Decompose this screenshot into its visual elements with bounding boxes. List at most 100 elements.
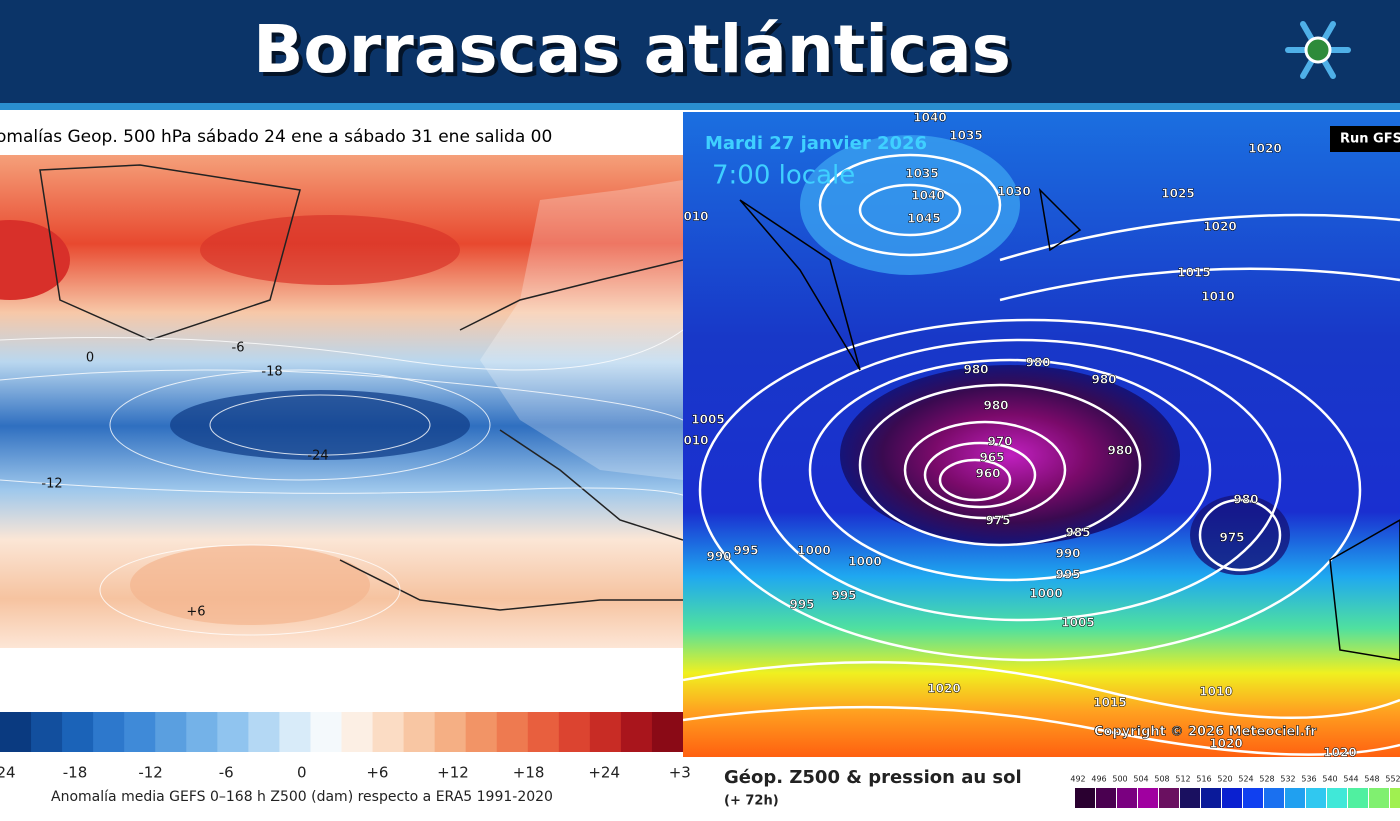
isobar-label: 1025 — [1161, 187, 1194, 201]
copyright: Copyright © 2026 Meteociel.fr — [1094, 725, 1317, 740]
pressure-map: 1040103510351040104510301020102510201015… — [683, 111, 1400, 757]
colorbar-tick: +6 — [366, 764, 388, 782]
colorbar-cell — [279, 712, 311, 752]
scale-cell — [1222, 788, 1242, 808]
isobar-label: 1000 — [848, 555, 881, 569]
colorbar-cell — [465, 712, 498, 752]
isobar-label: 1020 — [1248, 142, 1281, 156]
colorbar-cell — [527, 712, 560, 752]
isobar-label: 1000 — [1029, 587, 1062, 601]
isobar-label: 1020 — [927, 682, 960, 696]
colorbar-cell — [93, 712, 125, 752]
isobar-label: 1005 — [691, 413, 724, 427]
scale-label: 512 — [1175, 775, 1190, 784]
isobar-label: 990 — [706, 550, 731, 564]
scale-label: 528 — [1259, 775, 1274, 784]
title: Borrascas atlánticas — [253, 11, 1011, 88]
colorbar-cell — [155, 712, 187, 752]
contour-label: -18 — [261, 365, 282, 380]
isobar-label: 1020 — [1203, 220, 1236, 234]
isobar-label: 995 — [1055, 568, 1080, 582]
isobar-label: 1010 — [1199, 685, 1232, 699]
scale-cell — [1264, 788, 1284, 808]
scale-cell — [1348, 788, 1368, 808]
scale-cell — [1243, 788, 1263, 808]
colorbar-cell — [496, 712, 529, 752]
isobar-label: 970 — [987, 435, 1012, 449]
banner-stripe — [0, 103, 1400, 110]
contour-label: 0 — [86, 351, 94, 366]
map-date: Mardi 27 janvier 2026 — [705, 133, 927, 154]
colorbar-cell — [620, 712, 653, 752]
isobar-label: 1035 — [905, 167, 938, 181]
isobar-label: 1045 — [907, 212, 940, 226]
scale-label: 524 — [1238, 775, 1253, 784]
isobar-label: 975 — [1219, 531, 1244, 545]
isobar-label: 1015 — [1177, 266, 1210, 280]
colorbar-tick: -18 — [63, 764, 88, 782]
isobar-label: 980 — [983, 399, 1008, 413]
run-label: Run GFS — [1340, 132, 1400, 147]
scale-cell — [1327, 788, 1347, 808]
colorbar-tick: -6 — [219, 764, 234, 782]
colorbar-tick: +24 — [588, 764, 620, 782]
scale-cell — [1306, 788, 1326, 808]
isobar-label: 1010 — [1201, 290, 1234, 304]
scale-cell — [1096, 788, 1116, 808]
isobar-label: 980 — [1025, 356, 1050, 370]
colorbar-cell — [372, 712, 405, 752]
isobar-label: 995 — [789, 598, 814, 612]
scale-label: 540 — [1322, 775, 1337, 784]
contour-label: -6 — [232, 341, 245, 356]
scale-cell — [1369, 788, 1389, 808]
scale: 492 496 500 504 508 512 516 520 524 528 532 536 540 5… — [1070, 775, 1400, 808]
isobar-label: 1040 — [911, 189, 944, 203]
anomaly-map — [0, 155, 683, 648]
colorbar-tick: +3 — [669, 764, 691, 782]
colorbar-cell — [186, 712, 218, 752]
colorbar-cell — [31, 712, 63, 752]
colorbar-cell — [217, 712, 249, 752]
scale-label: 504 — [1133, 775, 1148, 784]
isobar-label: 1040 — [913, 111, 946, 125]
colorbar-cell — [248, 712, 280, 752]
map-time: 7:00 locale — [712, 161, 855, 191]
scale-label: 536 — [1301, 775, 1316, 784]
isobar-label: 980 — [1107, 444, 1132, 458]
isobar-label: 1035 — [949, 129, 982, 143]
contour-label: +6 — [186, 605, 205, 620]
isobar-label: 980 — [1091, 373, 1116, 387]
scale-cell — [1201, 788, 1221, 808]
right-caption: Géop. Z500 & pression au sol — [724, 767, 1022, 788]
scale-label: 544 — [1343, 775, 1358, 784]
scale-cell — [1138, 788, 1158, 808]
scale-label: 520 — [1217, 775, 1232, 784]
colorbar-tick: +12 — [437, 764, 469, 782]
title-shadow: Borrascas atlánticas — [257, 15, 1015, 92]
colorbar-tick: -12 — [138, 764, 163, 782]
colorbar-cell — [124, 712, 156, 752]
scale-label: 548 — [1364, 775, 1379, 784]
scale-cell — [1075, 788, 1095, 808]
scale-cell — [1180, 788, 1200, 808]
colorbar: 24 -18 -12 -6 0 +6 +12 +18 +24 +3 — [0, 712, 691, 782]
isobar-label: 975 — [985, 514, 1010, 528]
colorbar-cell — [589, 712, 622, 752]
isobar-label: 980 — [963, 363, 988, 377]
isobar-label: 965 — [979, 451, 1004, 465]
isobar-label: 960 — [975, 467, 1000, 481]
scale-label: 532 — [1280, 775, 1295, 784]
isobar-label: 1015 — [1093, 696, 1126, 710]
isobar-label: 010 — [683, 210, 708, 224]
contour-label: -24 — [307, 449, 328, 464]
colorbar-tick: 24 — [0, 764, 16, 782]
isobar-label: 980 — [1233, 493, 1258, 507]
isobar-label: 1030 — [997, 185, 1030, 199]
colorbar-cell — [0, 712, 32, 752]
isobar-label: 985 — [1065, 526, 1090, 540]
scale-label: 496 — [1091, 775, 1106, 784]
scale-label: 492 — [1070, 775, 1085, 784]
colorbar-tick: +18 — [513, 764, 545, 782]
